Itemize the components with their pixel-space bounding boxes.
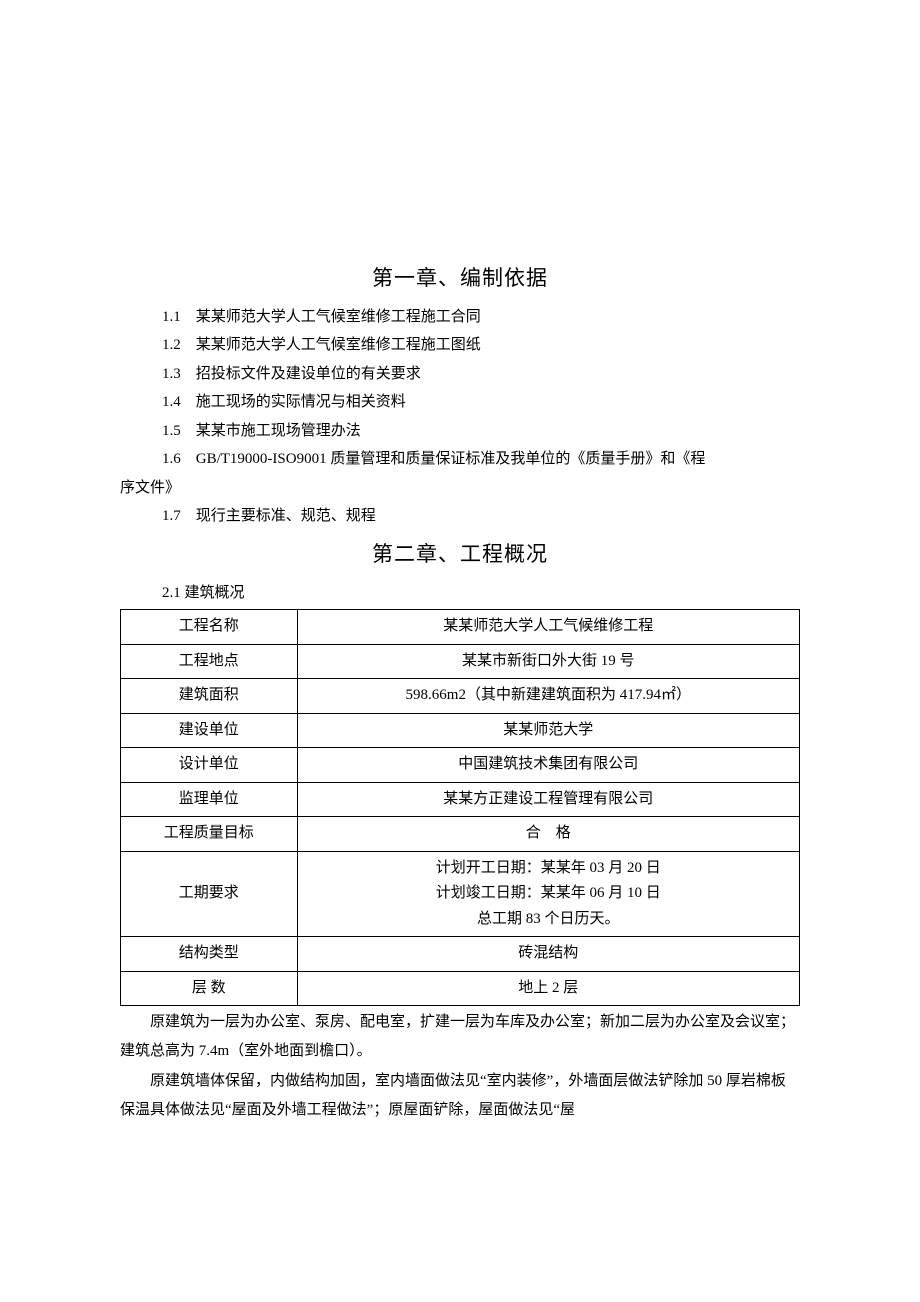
ch1-item-3: 1.3 招投标文件及建设单位的有关要求 bbox=[120, 360, 800, 389]
cell-value: 合 格 bbox=[297, 817, 799, 852]
duration-line3: 总工期 83 个日历天。 bbox=[304, 907, 793, 933]
duration-line1: 计划开工日期：某某年 03 月 20 日 bbox=[304, 856, 793, 882]
cell-value: 某某师范大学 bbox=[297, 713, 799, 748]
cell-value: 地上 2 层 bbox=[297, 971, 799, 1006]
project-info-table: 工程名称 某某师范大学人工气候维修工程 工程地点 某某市新街口外大街 19 号 … bbox=[120, 609, 800, 1006]
cell-label: 工程质量目标 bbox=[121, 817, 298, 852]
cell-label: 工程地点 bbox=[121, 644, 298, 679]
cell-label: 结构类型 bbox=[121, 937, 298, 972]
cell-label: 建设单位 bbox=[121, 713, 298, 748]
cell-label: 工期要求 bbox=[121, 851, 298, 937]
chapter1-title: 第一章、编制依据 bbox=[120, 259, 800, 299]
table-row: 工程地点 某某市新街口外大街 19 号 bbox=[121, 644, 800, 679]
cell-label: 设计单位 bbox=[121, 748, 298, 783]
cell-value: 某某方正建设工程管理有限公司 bbox=[297, 782, 799, 817]
duration-line2: 计划竣工日期：某某年 06 月 10 日 bbox=[304, 881, 793, 907]
table-row: 结构类型 砖混结构 bbox=[121, 937, 800, 972]
ch1-item-1: 1.1 某某师范大学人工气候室维修工程施工合同 bbox=[120, 303, 800, 332]
ch1-item-5: 1.5 某某市施工现场管理办法 bbox=[120, 417, 800, 446]
cell-label: 工程名称 bbox=[121, 610, 298, 645]
cell-value: 砖混结构 bbox=[297, 937, 799, 972]
table-row: 监理单位 某某方正建设工程管理有限公司 bbox=[121, 782, 800, 817]
ch1-item-6a: 1.6 GB/T19000-ISO9001 质量管理和质量保证标准及我单位的《质… bbox=[120, 445, 800, 474]
table-row: 设计单位 中国建筑技术集团有限公司 bbox=[121, 748, 800, 783]
ch1-item-7: 1.7 现行主要标准、规范、规程 bbox=[120, 502, 800, 531]
chapter2-title: 第二章、工程概况 bbox=[120, 535, 800, 575]
table-row-duration: 工期要求 计划开工日期：某某年 03 月 20 日 计划竣工日期：某某年 06 … bbox=[121, 851, 800, 937]
cell-value: 中国建筑技术集团有限公司 bbox=[297, 748, 799, 783]
ch1-item-6b: 序文件》 bbox=[120, 474, 800, 503]
cell-label: 层 数 bbox=[121, 971, 298, 1006]
ch1-item-4: 1.4 施工现场的实际情况与相关资料 bbox=[120, 388, 800, 417]
table-row: 建设单位 某某师范大学 bbox=[121, 713, 800, 748]
ch2-para-1: 原建筑为一层为办公室、泵房、配电室，扩建一层为车库及办公室；新加二层为办公室及会… bbox=[120, 1008, 800, 1065]
table-row: 工程质量目标 合 格 bbox=[121, 817, 800, 852]
cell-value-multiline: 计划开工日期：某某年 03 月 20 日 计划竣工日期：某某年 06 月 10 … bbox=[297, 851, 799, 937]
ch2-subhead: 2.1 建筑概况 bbox=[120, 579, 800, 608]
cell-label: 监理单位 bbox=[121, 782, 298, 817]
cell-value: 598.66m2（其中新建建筑面积为 417.94㎡） bbox=[297, 679, 799, 714]
ch2-para-2: 原建筑墙体保留，内做结构加固，室内墙面做法见“室内装修”，外墙面层做法铲除加 5… bbox=[120, 1067, 800, 1124]
cell-value: 某某市新街口外大街 19 号 bbox=[297, 644, 799, 679]
table-row: 工程名称 某某师范大学人工气候维修工程 bbox=[121, 610, 800, 645]
cell-label: 建筑面积 bbox=[121, 679, 298, 714]
table-row: 层 数 地上 2 层 bbox=[121, 971, 800, 1006]
ch1-item-2: 1.2 某某师范大学人工气候室维修工程施工图纸 bbox=[120, 331, 800, 360]
table-row: 建筑面积 598.66m2（其中新建建筑面积为 417.94㎡） bbox=[121, 679, 800, 714]
cell-value: 某某师范大学人工气候维修工程 bbox=[297, 610, 799, 645]
